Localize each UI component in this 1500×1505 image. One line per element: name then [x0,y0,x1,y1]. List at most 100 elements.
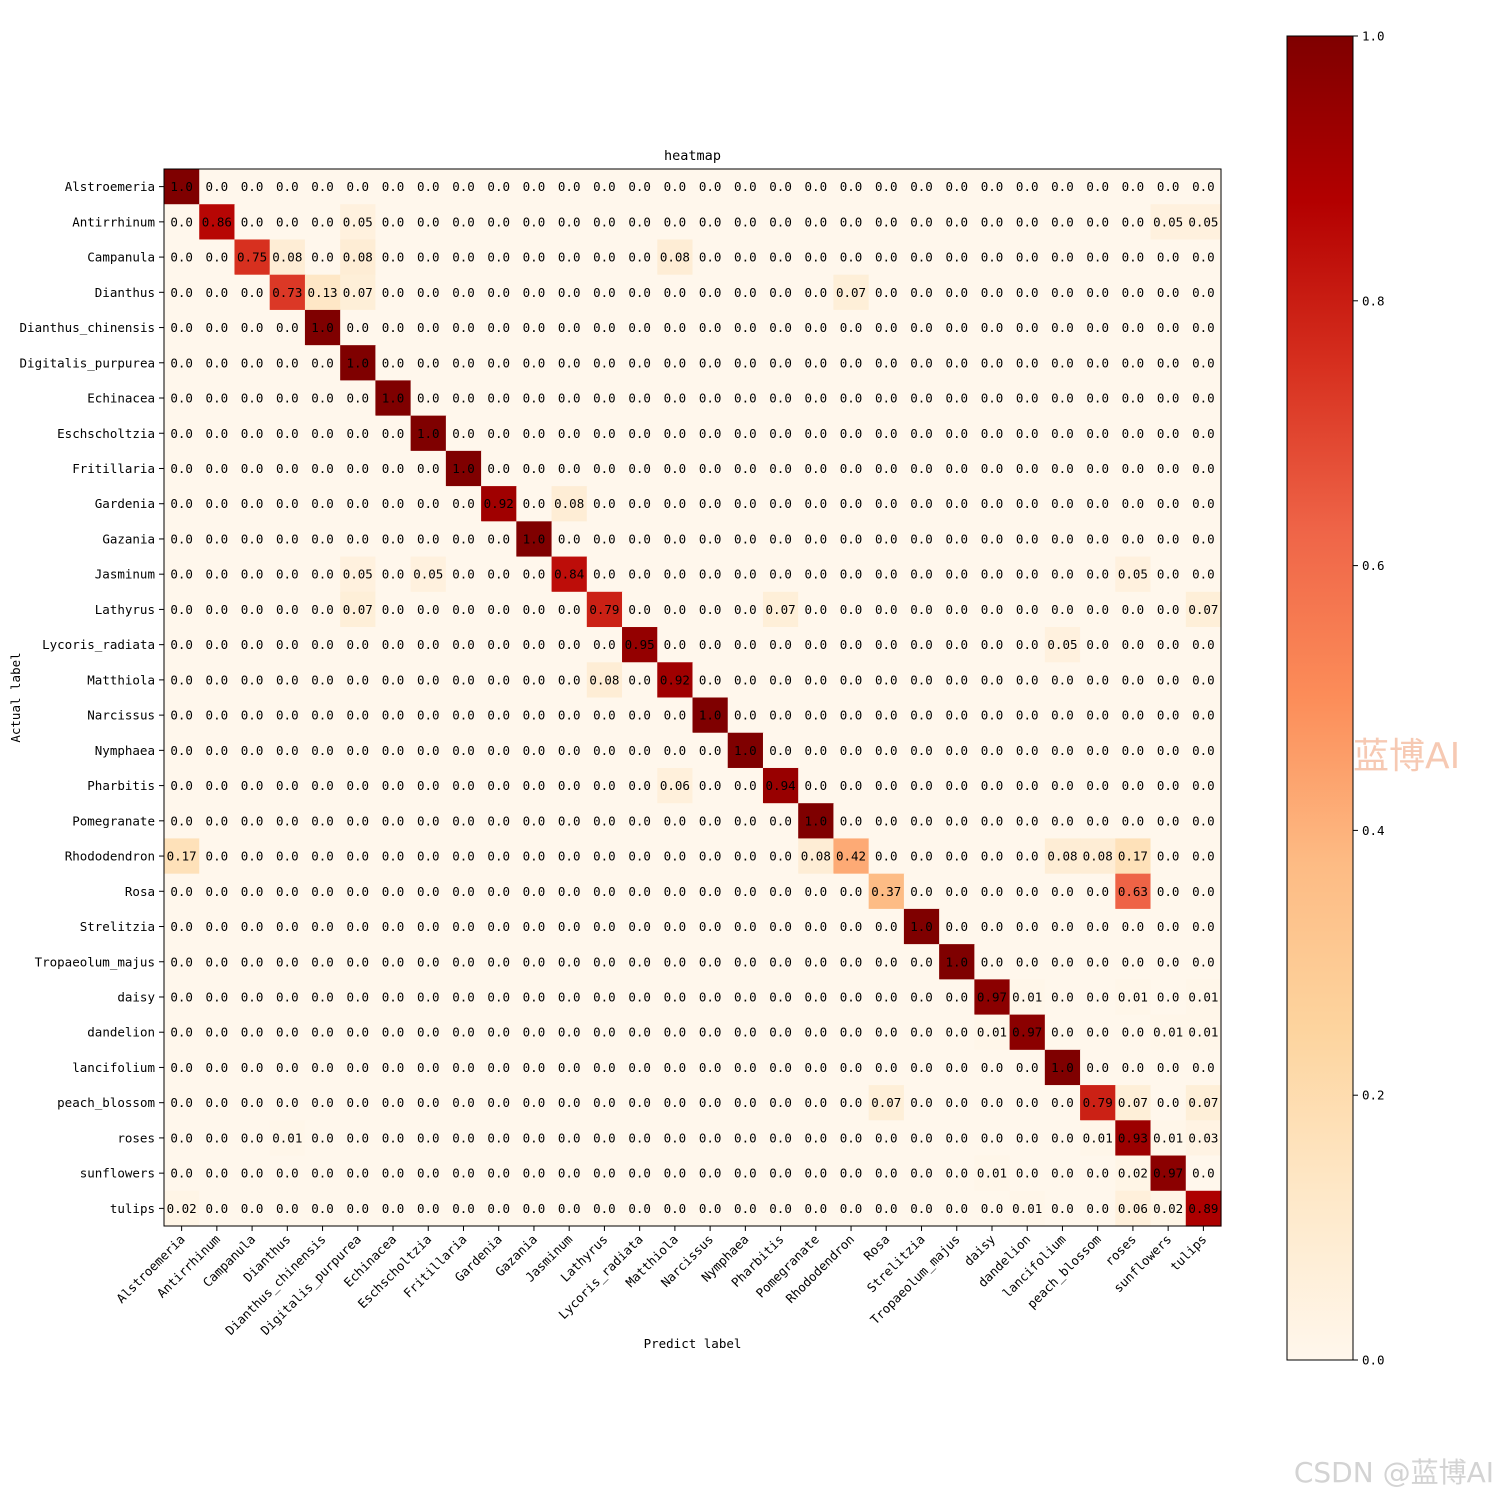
cell-value-label: 0.0 [593,743,616,758]
cell-value-label: 0.0 [417,602,440,617]
cell-value-label: 0.0 [523,1130,546,1145]
heatmap-cell [234,239,271,276]
cell-value-label: 0.0 [769,989,792,1004]
cell-value-label: 0.08 [272,250,302,265]
cell-value-label: 0.0 [945,214,968,229]
heatmap-cell [481,838,517,875]
cell-value-label: 0.0 [276,179,299,194]
cell-value-label: 0.94 [766,778,796,793]
heatmap-cell [375,345,412,381]
heatmap-cell [903,1049,940,1086]
cell-value-label: 0.0 [910,426,933,441]
cell-value-label: 0.0 [593,989,616,1004]
heatmap-cell [692,803,729,840]
y-tick-label-gardenia: Gardenia [95,496,155,511]
heatmap-cell [1044,979,1081,1016]
cell-value-label: 0.0 [170,1166,193,1181]
cell-value-label: 0.0 [699,1025,722,1040]
heatmap-cell [1044,415,1081,452]
heatmap-cell [481,1049,517,1086]
heatmap-cell [481,415,517,452]
cell-value-label: 0.0 [840,426,863,441]
cell-value-label: 0.0 [417,355,440,370]
cell-value-label: 0.0 [664,531,687,546]
cell-value-label: 0.0 [699,602,722,617]
heatmap-cell [798,204,835,241]
heatmap-cell [375,204,412,241]
heatmap-cell [234,1155,271,1192]
cell-value-label: 0.0 [417,531,440,546]
heatmap-cell [375,767,412,804]
cell-value-label: 0.0 [664,1060,687,1075]
y-tick-label-lathyrus: Lathyrus [95,602,155,617]
heatmap-cell [269,1120,306,1157]
cell-value-label: 0.0 [910,849,933,864]
heatmap-cell [1044,309,1081,346]
heatmap-cell [1150,486,1187,522]
heatmap-cell [1115,309,1152,346]
heatmap-cell [939,486,975,522]
heatmap-cell [269,979,306,1016]
heatmap-cell [657,450,694,487]
heatmap-cell [903,662,940,699]
cell-value-label: 0.0 [487,602,510,617]
heatmap-cell [1080,803,1116,840]
heatmap-cell [622,415,658,452]
cell-value-label: 0.0 [523,250,546,265]
cell-value-label: 0.0 [664,426,687,441]
cell-value-label: 0.0 [346,637,369,652]
heatmap-cell [939,944,975,980]
cell-value-label: 0.0 [664,637,687,652]
cell-value-label: 0.0 [417,285,440,300]
heatmap-cell [692,1120,729,1157]
cell-value-label: 0.0 [558,954,581,969]
heatmap-cell [269,591,306,628]
heatmap-cell [234,697,271,734]
cell-value-label: 0.0 [206,989,229,1004]
heatmap-cell [551,1155,588,1192]
cell-value-label: 0.0 [593,567,616,582]
cell-value-label: 0.0 [206,1095,229,1110]
heatmap-cell [586,944,623,980]
heatmap-cell [199,274,236,311]
heatmap-cell [1044,1085,1081,1121]
cell-value-label: 0.0 [1157,919,1180,934]
heatmap-cell [868,309,905,346]
heatmap-cell [410,1190,447,1227]
cell-value-label: 0.0 [734,884,757,899]
cell-value-label: 0.0 [417,672,440,687]
heatmap-cell [833,169,870,205]
cell-value-label: 0.0 [276,320,299,335]
heatmap-cell [1115,415,1152,452]
heatmap-cell [903,838,940,875]
heatmap-cell [304,274,341,311]
cell-value-label: 0.0 [769,884,792,899]
cell-value-label: 0.0 [593,531,616,546]
heatmap-cell [868,767,905,804]
cell-value-label: 0.0 [346,391,369,406]
heatmap-cell [199,204,236,241]
cell-value-label: 0.0 [769,1025,792,1040]
heatmap-cell [868,1085,905,1121]
cell-value-label: 0.0 [699,1095,722,1110]
heatmap-cell [551,309,588,346]
heatmap-cell [516,380,553,417]
heatmap-cell [1080,1190,1116,1227]
y-tick-label-dianthus: Dianthus [95,285,155,300]
cell-value-label: 0.0 [628,743,651,758]
cell-value-label: 0.0 [311,531,334,546]
cell-value-label: 0.0 [593,778,616,793]
heatmap-cell [974,873,1011,910]
cell-value-label: 0.0 [699,355,722,370]
cell-value-label: 0.0 [769,355,792,370]
heatmap-cell [1044,450,1081,487]
cell-value-label: 0.0 [910,1095,933,1110]
cell-value-label: 0.0 [346,813,369,828]
heatmap-cell [1009,415,1046,452]
cell-value-label: 0.0 [805,214,828,229]
heatmap-cell [903,732,940,769]
heatmap-cell [410,732,447,769]
y-tick-label-tulips: tulips [110,1201,155,1216]
heatmap-cell [727,450,764,487]
cell-value-label: 0.0 [170,391,193,406]
